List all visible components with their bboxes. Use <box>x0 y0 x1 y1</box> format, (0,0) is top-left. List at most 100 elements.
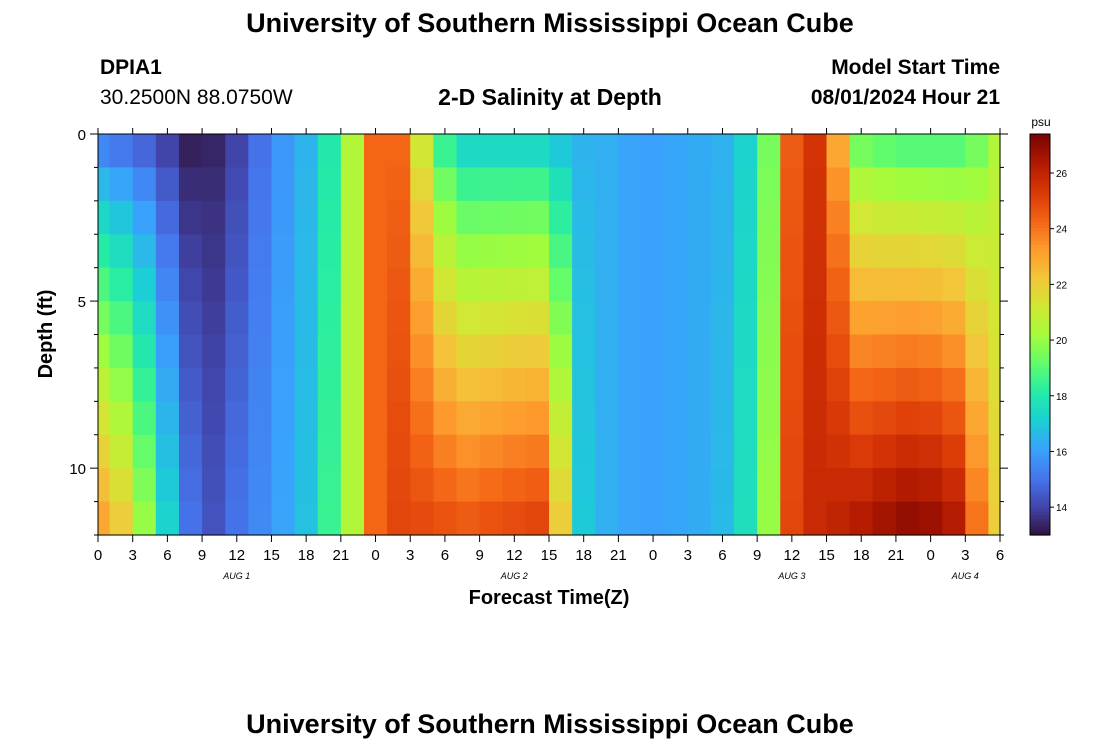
heatmap-cell <box>687 234 712 269</box>
heatmap-cell <box>98 501 111 536</box>
heatmap-cell <box>919 434 943 469</box>
colorbar-swatch <box>1030 307 1050 312</box>
colorbar-swatch <box>1030 190 1050 195</box>
heatmap-cell <box>363 434 388 469</box>
heatmap-cell <box>757 334 781 369</box>
heatmap-cell <box>178 367 203 402</box>
heatmap-cell <box>294 501 319 536</box>
heatmap-cell <box>294 367 319 402</box>
heatmap-cell <box>202 234 226 269</box>
heatmap-cell <box>178 334 203 369</box>
colorbar-swatch <box>1030 337 1050 342</box>
heatmap-cell <box>502 468 527 503</box>
heatmap-cell <box>109 167 134 202</box>
heatmap-cell <box>456 267 481 302</box>
heatmap-cell <box>294 134 319 169</box>
heatmap-cell <box>803 134 828 169</box>
heatmap-cell <box>849 367 874 402</box>
colorbar-swatch <box>1030 498 1050 503</box>
heatmap-cell <box>98 234 111 269</box>
heatmap-cell <box>525 367 550 402</box>
heatmap-cell <box>317 334 342 369</box>
heatmap-cell <box>826 367 851 402</box>
heatmap-cell <box>410 334 434 369</box>
heatmap-cell <box>410 134 434 169</box>
heatmap-cell <box>271 468 296 503</box>
colorbar-swatch <box>1030 347 1050 352</box>
heatmap-cell <box>710 267 735 302</box>
heatmap-cell <box>155 501 180 536</box>
heatmap-cell <box>595 334 619 369</box>
heatmap-cell <box>549 301 573 336</box>
heatmap-cell <box>826 234 851 269</box>
heatmap-cell <box>502 134 527 169</box>
heatmap-cell <box>803 267 828 302</box>
heatmap-cell <box>155 468 180 503</box>
colorbar-swatch <box>1030 271 1050 275</box>
colorbar-swatch <box>1030 327 1050 332</box>
heatmap-cell <box>710 234 735 269</box>
colorbar-swatch <box>1030 528 1050 533</box>
heatmap-cell <box>734 167 758 202</box>
heatmap-cell <box>803 401 828 436</box>
heatmap-cell <box>780 234 805 269</box>
heatmap-cell <box>363 134 388 169</box>
heatmap-cell <box>202 468 226 503</box>
heatmap-cell <box>780 301 805 336</box>
heatmap-cell <box>132 501 157 536</box>
heatmap-cell <box>363 468 388 503</box>
heatmap-cell <box>872 134 897 169</box>
heatmap-cell <box>942 501 966 536</box>
heatmap-cell <box>919 334 943 369</box>
heatmap-cell <box>410 167 434 202</box>
heatmap-cell <box>479 200 504 235</box>
heatmap-cell <box>572 134 596 169</box>
heatmap-cell <box>664 134 689 169</box>
colorbar-swatch <box>1030 374 1050 379</box>
heatmap-cell <box>98 401 111 436</box>
colorbar-swatch <box>1030 331 1050 336</box>
heatmap-cell <box>988 401 1001 436</box>
heatmap-cell <box>248 234 273 269</box>
heatmap-cell <box>641 468 666 503</box>
y-tick-label: 0 <box>78 127 86 144</box>
colorbar-swatch <box>1030 184 1050 189</box>
heatmap-cell <box>757 267 781 302</box>
colorbar-swatch <box>1030 468 1050 473</box>
colorbar-swatch <box>1030 160 1050 165</box>
heatmap-cell <box>595 434 619 469</box>
heatmap-cell <box>178 167 203 202</box>
heatmap-cell <box>109 301 134 336</box>
colorbar-swatch <box>1030 401 1050 406</box>
heatmap-cell <box>664 468 689 503</box>
heatmap-cell <box>340 367 365 402</box>
colorbar-swatch <box>1030 200 1050 205</box>
heatmap-cell <box>965 167 990 202</box>
heatmap-cell <box>178 401 203 436</box>
heatmap-cell <box>271 367 296 402</box>
heatmap-cell <box>132 367 157 402</box>
heatmap-cell <box>618 134 643 169</box>
colorbar-swatch <box>1030 531 1050 536</box>
heatmap-cell <box>595 401 619 436</box>
heatmap-cell <box>549 267 573 302</box>
heatmap-cell <box>317 267 342 302</box>
heatmap-cell <box>710 301 735 336</box>
heatmap-cell <box>988 501 1001 536</box>
colorbar-swatch <box>1030 267 1050 272</box>
heatmap-cell <box>502 167 527 202</box>
heatmap-cell <box>549 134 573 169</box>
heatmap-cell <box>317 367 342 402</box>
heatmap-cell <box>687 434 712 469</box>
heatmap-cell <box>202 434 226 469</box>
heatmap-cell <box>618 468 643 503</box>
x-tick-label: 6 <box>718 547 726 564</box>
colorbar-swatch <box>1030 474 1050 479</box>
heatmap-cell <box>178 501 203 536</box>
heatmap-cell <box>155 267 180 302</box>
colorbar-swatch <box>1030 481 1050 486</box>
heatmap-cell <box>433 167 458 202</box>
heatmap-cell <box>433 367 458 402</box>
colorbar-swatch <box>1030 514 1050 519</box>
colorbar-swatch <box>1030 227 1050 232</box>
